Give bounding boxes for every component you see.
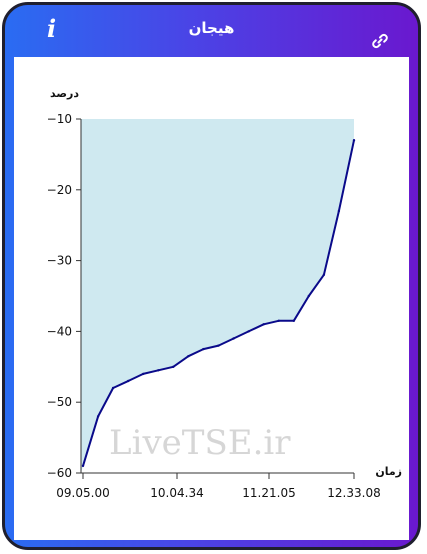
data-point xyxy=(337,209,341,213)
data-point xyxy=(111,386,115,390)
y-axis-title: درصد xyxy=(50,87,79,100)
y-tick-label: −10 xyxy=(47,112,72,126)
y-tick-label: −20 xyxy=(47,183,72,197)
page-title: هیجان xyxy=(188,19,235,37)
y-tick-label: −30 xyxy=(47,254,72,268)
x-tick-label: 11.21.05 xyxy=(242,486,295,500)
data-point xyxy=(322,273,326,276)
data-point xyxy=(292,319,295,322)
data-point xyxy=(172,365,175,368)
data-point xyxy=(217,344,220,347)
watermark: LiveTSE.ir xyxy=(109,423,291,463)
data-point xyxy=(247,330,250,333)
y-tick-label: −40 xyxy=(47,324,72,338)
data-point xyxy=(127,379,130,383)
sentiment-chart: −10 −20 −30 −40 −50 −60 09.05.00 10.04.34 11.21.… xyxy=(47,87,402,500)
data-point xyxy=(187,355,190,358)
link-icon[interactable] xyxy=(370,31,390,51)
data-point xyxy=(307,294,310,298)
header-bar: i هیجان xyxy=(5,5,418,57)
data-point xyxy=(262,323,265,326)
data-point xyxy=(277,319,280,322)
data-point xyxy=(202,347,205,351)
data-point xyxy=(352,139,356,142)
area-fill xyxy=(81,119,354,473)
x-tick-label: 12.33.08 xyxy=(327,486,380,500)
y-tick-label: −50 xyxy=(47,395,72,409)
y-tick-label: −60 xyxy=(47,466,72,480)
chart-card: −10 −20 −30 −40 −50 −60 09.05.00 10.04.34 11.21.… xyxy=(14,57,409,540)
app-window: i هیجان −10 −20 −30 −40 −50 −60 09.05.00 10.04.… xyxy=(2,2,421,550)
x-tick-label: 09.05.00 xyxy=(56,486,109,500)
info-icon[interactable]: i xyxy=(47,14,57,43)
x-axis-title: زمان xyxy=(375,465,402,478)
data-point xyxy=(232,337,235,340)
data-point xyxy=(142,372,145,376)
data-point xyxy=(157,369,160,372)
x-tick-label: 10.04.34 xyxy=(150,486,203,500)
data-point xyxy=(81,464,85,468)
data-point xyxy=(96,415,100,418)
